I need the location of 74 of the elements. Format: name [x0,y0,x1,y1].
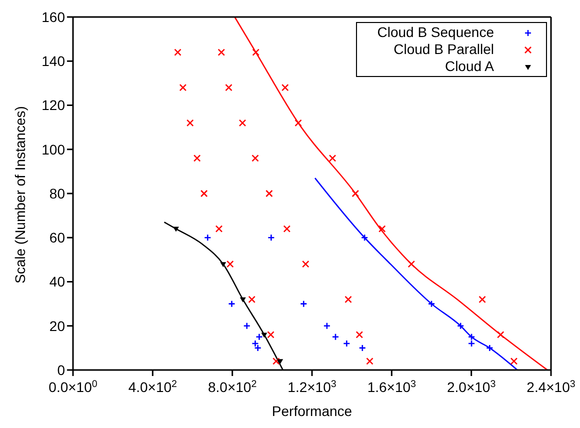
x-tick-label: 2.0×10$^{3}$ [446,378,496,395]
point [218,48,226,56]
point [277,359,284,364]
point [323,322,331,330]
point [225,84,232,92]
point [478,296,486,304]
point [468,340,476,348]
point [428,300,436,308]
x-tick-label: 8.0×10$^{2}$ [208,378,257,395]
point [261,332,268,338]
point [238,119,246,127]
y-tick-label: 160 [42,8,66,25]
point [240,297,246,302]
point [267,331,274,338]
point [366,358,374,365]
point [252,154,259,162]
y-tick-label: 0 [57,362,66,378]
point [248,296,256,304]
y-tick-label: 20 [49,318,66,334]
point [294,119,302,127]
point [200,190,208,198]
point [228,300,236,308]
y-tick-label: 60 [49,230,66,246]
point [486,344,494,352]
point [300,300,308,308]
point [174,48,182,56]
y-tick-label: 80 [49,185,66,202]
point [332,333,340,341]
legend-label: Cloud B Sequence [377,24,494,41]
legend-label: Cloud B Parallel [394,41,494,58]
point [268,234,275,242]
point [358,344,366,352]
x-tick-label: 0.0×10$^{0}$ [48,378,98,395]
point [193,154,201,162]
point [496,331,504,338]
point [468,333,476,341]
line-series [314,177,518,370]
point [186,119,194,127]
point [243,322,251,330]
point [266,190,273,198]
x-axis-title: Performance [272,403,352,419]
point [302,260,310,268]
point [408,260,416,268]
point [204,234,212,242]
point [252,48,260,56]
x-tick-label: 4.0×10$^{2}$ [128,378,178,395]
y-tick-label: 100 [42,141,66,158]
point [283,225,291,232]
point [343,340,350,348]
y-axis-title: Scale (Number of Instances) [12,106,28,284]
legend-label: Cloud A [444,58,494,75]
point [356,331,364,338]
y-tick-label: 120 [42,97,66,114]
point [328,154,336,162]
x-tick-label: 1.2×10$^{3}$ [288,378,337,395]
point [456,322,464,330]
point [510,358,518,365]
point [378,225,386,232]
point [179,84,187,92]
point [281,84,289,92]
point [272,358,280,365]
line-series [234,17,548,370]
point [256,333,263,341]
point [360,234,368,242]
point [344,296,352,304]
point [220,262,226,268]
point [352,190,360,198]
y-tick-label: 140 [42,53,66,70]
point [215,225,223,232]
y-tick-label: 40 [49,274,66,290]
point [172,226,179,232]
x-tick-label: 1.6×10$^{3}$ [367,378,417,395]
x-tick-label: 2.4×10$^{3}$ [526,378,576,395]
point [226,260,234,268]
